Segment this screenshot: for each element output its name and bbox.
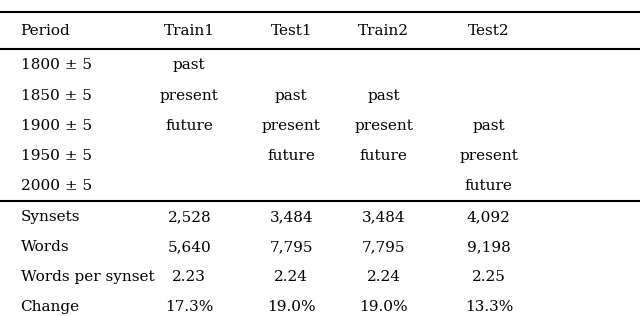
Text: Train2: Train2 — [358, 23, 409, 38]
Text: present: present — [355, 118, 413, 133]
Text: present: present — [160, 88, 219, 102]
Text: future: future — [465, 179, 513, 193]
Text: Train1: Train1 — [164, 23, 215, 38]
Text: 3,484: 3,484 — [362, 210, 406, 224]
Text: 9,198: 9,198 — [467, 240, 511, 254]
Text: 2.24: 2.24 — [275, 270, 308, 284]
Text: present: present — [460, 149, 518, 163]
Text: 5,640: 5,640 — [168, 240, 211, 254]
Text: past: past — [275, 88, 308, 102]
Text: 1850 ± 5: 1850 ± 5 — [20, 88, 92, 102]
Text: present: present — [262, 118, 321, 133]
Text: 19.0%: 19.0% — [360, 301, 408, 314]
Text: Change: Change — [20, 301, 79, 314]
Text: past: past — [472, 118, 505, 133]
Text: 1900 ± 5: 1900 ± 5 — [20, 118, 92, 133]
Text: Test1: Test1 — [271, 23, 312, 38]
Text: Synsets: Synsets — [20, 210, 80, 224]
Text: 7,795: 7,795 — [269, 240, 313, 254]
Text: Period: Period — [20, 23, 70, 38]
Text: 17.3%: 17.3% — [165, 301, 214, 314]
Text: 1800 ± 5: 1800 ± 5 — [20, 58, 92, 72]
Text: future: future — [360, 149, 408, 163]
Text: 2,528: 2,528 — [168, 210, 211, 224]
Text: Words per synset: Words per synset — [20, 270, 154, 284]
Text: future: future — [165, 118, 213, 133]
Text: 4,092: 4,092 — [467, 210, 511, 224]
Text: 2000 ± 5: 2000 ± 5 — [20, 179, 92, 193]
Text: future: future — [268, 149, 316, 163]
Text: 2.25: 2.25 — [472, 270, 506, 284]
Text: 7,795: 7,795 — [362, 240, 406, 254]
Text: 2.23: 2.23 — [172, 270, 206, 284]
Text: 1950 ± 5: 1950 ± 5 — [20, 149, 92, 163]
Text: Test2: Test2 — [468, 23, 509, 38]
Text: 13.3%: 13.3% — [465, 301, 513, 314]
Text: Words: Words — [20, 240, 69, 254]
Text: 19.0%: 19.0% — [267, 301, 316, 314]
Text: past: past — [367, 88, 400, 102]
Text: 2.24: 2.24 — [367, 270, 401, 284]
Text: past: past — [173, 58, 205, 72]
Text: 3,484: 3,484 — [269, 210, 313, 224]
